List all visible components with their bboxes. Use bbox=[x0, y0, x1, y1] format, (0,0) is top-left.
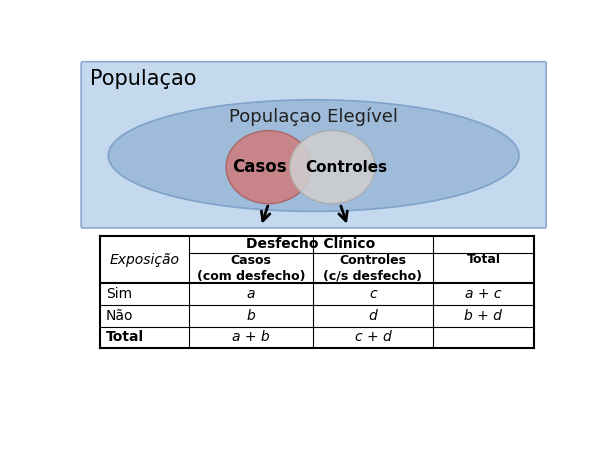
Text: a: a bbox=[247, 287, 255, 301]
Text: c: c bbox=[369, 287, 377, 301]
Text: a + b: a + b bbox=[232, 330, 270, 344]
Text: Exposição: Exposição bbox=[110, 253, 179, 266]
Ellipse shape bbox=[108, 100, 519, 212]
Text: Casos
(com desfecho): Casos (com desfecho) bbox=[196, 254, 305, 282]
Text: Total: Total bbox=[466, 253, 501, 266]
Text: b + d: b + d bbox=[465, 309, 502, 323]
Text: Populaçao: Populaçao bbox=[91, 69, 197, 90]
Text: Total: Total bbox=[106, 330, 144, 344]
Text: Controles: Controles bbox=[305, 159, 387, 174]
Text: Não: Não bbox=[106, 309, 133, 323]
Text: d: d bbox=[368, 309, 378, 323]
Text: Controles
(c/s desfecho): Controles (c/s desfecho) bbox=[323, 254, 422, 282]
Text: Casos: Casos bbox=[232, 158, 286, 176]
Text: b: b bbox=[247, 309, 255, 323]
Text: Sim: Sim bbox=[106, 287, 132, 301]
Text: a + c: a + c bbox=[465, 287, 502, 301]
Text: c + d: c + d bbox=[354, 330, 391, 344]
Ellipse shape bbox=[226, 130, 312, 204]
FancyBboxPatch shape bbox=[81, 61, 546, 228]
Ellipse shape bbox=[289, 130, 375, 204]
Text: Populaçao Elegível: Populaçao Elegível bbox=[229, 108, 398, 126]
Text: Desfecho Clínico: Desfecho Clínico bbox=[246, 237, 376, 251]
